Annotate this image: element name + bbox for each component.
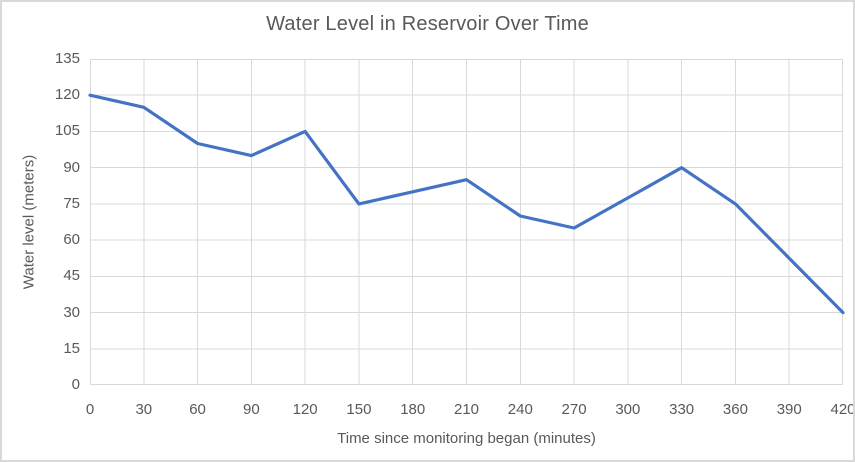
x-tick-label: 150 [346,401,372,418]
y-tick-label: 30 [63,303,80,321]
x-tick-label: 90 [243,401,260,418]
x-tick-label: 330 [669,401,695,418]
x-tick-label: 180 [400,401,426,418]
x-axis-title: Time since monitoring began (minutes) [337,430,596,447]
x-tick-label: 270 [561,401,587,418]
x-tick-label: 300 [615,401,641,418]
y-tick-label: 15 [63,339,80,357]
x-tick-label: 30 [135,401,153,418]
y-tick-label: 90 [63,158,80,176]
y-tick-label: 120 [54,86,80,104]
y-tick-label: 105 [54,122,80,140]
water-level-line [88,93,845,315]
y-tick-label: 45 [63,267,80,285]
x-tick-label: 360 [722,401,748,418]
y-tick-label: 0 [71,376,80,393]
y-axis-title: Water level (meters) [20,154,38,290]
chart-title: Water Level in Reservoir Over Time [266,13,589,35]
x-tick-label: 60 [189,401,206,418]
y-tick-label: 75 [63,194,80,212]
x-tick-label: 210 [453,401,480,418]
plot-svg [88,59,845,385]
plot-area [88,59,845,385]
x-tick-label: 420 [830,401,855,418]
y-tick-label: 60 [63,231,80,249]
x-tick-label: 240 [507,401,533,418]
y-tick-label: 135 [54,50,80,67]
x-tick-label: 390 [776,401,802,418]
x-tick-label: 0 [85,401,95,418]
x-tick-label: 120 [292,401,318,418]
